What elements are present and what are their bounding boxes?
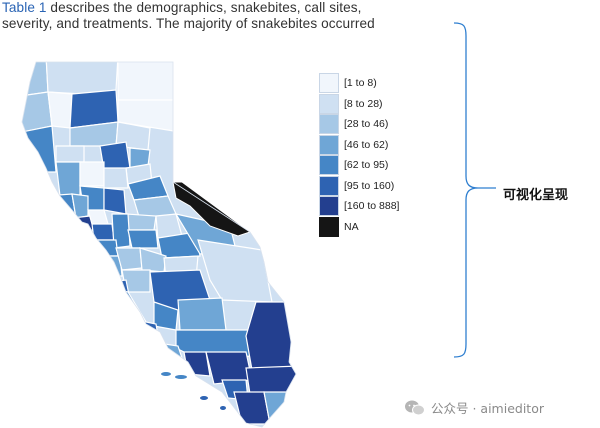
legend-swatch bbox=[319, 175, 339, 196]
county-glenn bbox=[55, 145, 85, 163]
county-del-norte bbox=[22, 62, 49, 97]
county-imperial bbox=[263, 391, 296, 425]
county-amador bbox=[125, 213, 157, 231]
legend-swatch bbox=[319, 134, 339, 155]
text-line-1: Table 1 describes the demographics, snak… bbox=[2, 0, 442, 16]
county-mendocino bbox=[22, 125, 57, 173]
county-trinity bbox=[47, 91, 73, 129]
county-los-angeles bbox=[205, 351, 253, 385]
county-humboldt bbox=[22, 91, 53, 133]
county-calaveras bbox=[127, 229, 159, 249]
county-inyo bbox=[197, 239, 273, 303]
legend-swatch bbox=[319, 216, 339, 237]
legend-label: [46 to 62) bbox=[344, 138, 389, 151]
county-sonoma bbox=[43, 193, 77, 219]
california-county-map bbox=[21, 61, 297, 428]
county-colusa bbox=[79, 161, 105, 187]
county-solano bbox=[87, 209, 109, 225]
county-sutter bbox=[103, 167, 129, 189]
annotation-label: 可视化呈现 bbox=[503, 188, 569, 203]
watermark-text: 公众号 · aimieditor bbox=[431, 401, 544, 416]
legend-item: [8 to 28) bbox=[319, 93, 399, 115]
island-1 bbox=[161, 372, 171, 376]
county-san-mateo bbox=[83, 239, 99, 263]
text-line-1-rest: describes the demographics, snakebites, … bbox=[46, 0, 362, 15]
county-tuolumne bbox=[157, 231, 201, 259]
legend-label: [8 to 28) bbox=[344, 97, 383, 110]
legend-label: [62 to 95) bbox=[344, 159, 389, 172]
document-text: Table 1 describes the demographics, snak… bbox=[2, 0, 442, 32]
county-tulare bbox=[177, 297, 227, 331]
legend-label: [95 to 160) bbox=[344, 179, 395, 192]
island-2 bbox=[175, 375, 187, 379]
legend-label: [160 to 888] bbox=[344, 200, 400, 213]
legend-label: [28 to 46) bbox=[344, 118, 389, 131]
county-napa bbox=[71, 193, 89, 219]
county-ventura bbox=[183, 351, 211, 377]
county-san-benito bbox=[109, 279, 131, 301]
legend-item: NA bbox=[319, 216, 399, 238]
table-reference-link[interactable]: Table 1 bbox=[2, 0, 47, 15]
watermark: 公众号 · aimieditor bbox=[404, 398, 544, 417]
legend-label: NA bbox=[344, 220, 359, 233]
county-alameda bbox=[93, 239, 119, 257]
county-contra-costa bbox=[91, 223, 115, 241]
legend-swatch bbox=[319, 155, 339, 176]
legend-item: [46 to 62) bbox=[319, 134, 399, 156]
legend-label: [1 to 8) bbox=[344, 77, 377, 90]
county-lake bbox=[55, 161, 81, 197]
legend-item: [95 to 160) bbox=[319, 175, 399, 197]
legend-item: [160 to 888] bbox=[319, 196, 399, 217]
county-santa-cruz bbox=[89, 261, 111, 283]
legend: [1 to 8) [8 to 28) [28 to 46) [46 to 62)… bbox=[319, 73, 399, 237]
island-4 bbox=[220, 406, 226, 410]
legend-item: [28 to 46) bbox=[319, 114, 399, 135]
county-sacramento bbox=[103, 187, 127, 215]
wechat-icon bbox=[405, 400, 425, 415]
county-riverside bbox=[245, 365, 296, 395]
island-3 bbox=[200, 396, 208, 400]
county-siskiyou bbox=[45, 62, 119, 95]
text-line-2: severity, and treatments. The majority o… bbox=[2, 16, 375, 31]
legend-swatch bbox=[319, 73, 339, 94]
curly-bracket bbox=[453, 22, 496, 358]
legend-swatch bbox=[319, 114, 339, 135]
legend-swatch bbox=[319, 93, 339, 114]
legend-item: [1 to 8) bbox=[319, 73, 399, 94]
county-na-region bbox=[172, 181, 252, 237]
legend-item: [62 to 95) bbox=[319, 155, 399, 176]
legend-swatch bbox=[319, 196, 339, 217]
